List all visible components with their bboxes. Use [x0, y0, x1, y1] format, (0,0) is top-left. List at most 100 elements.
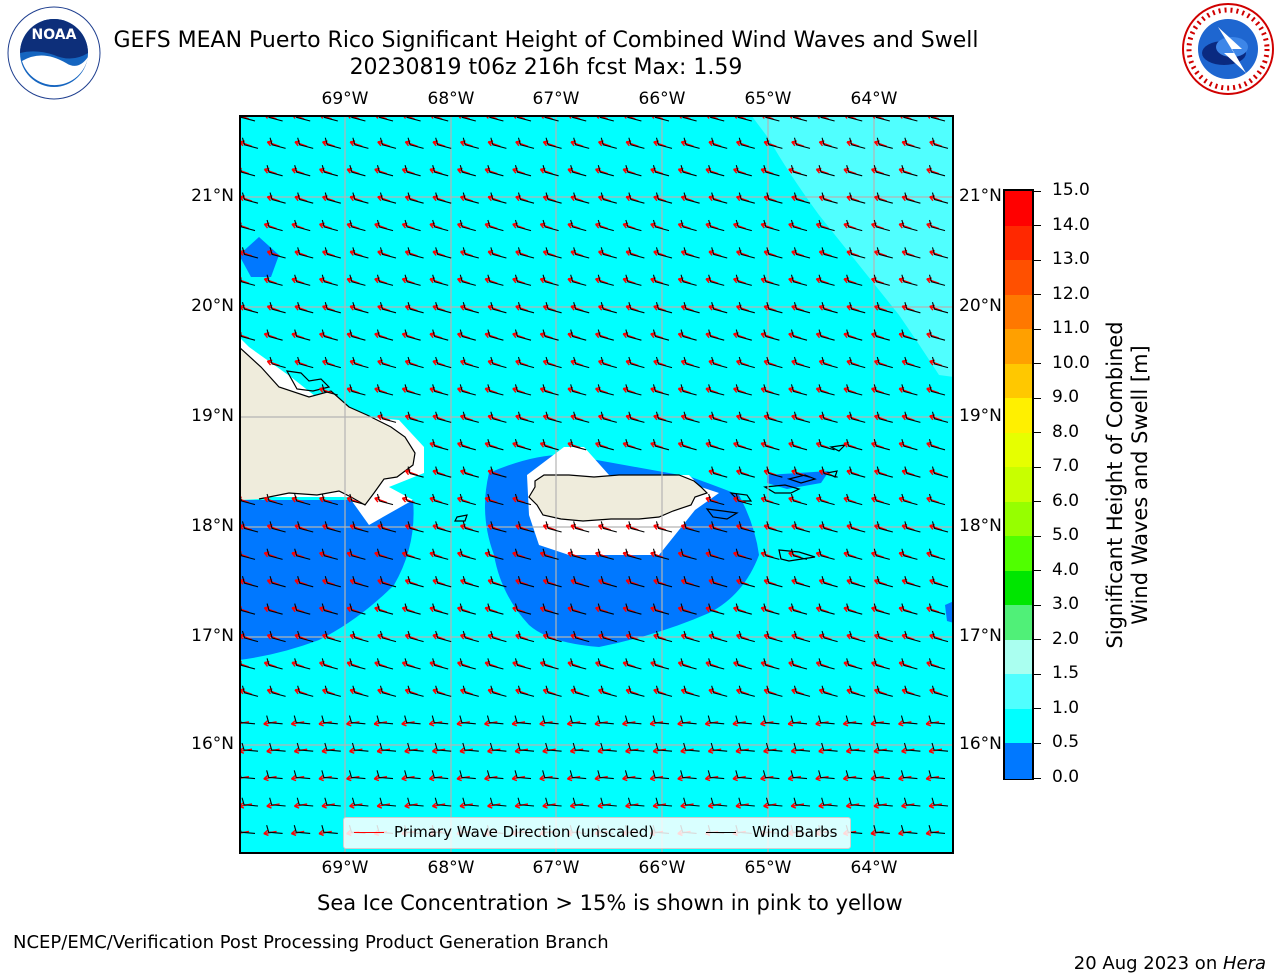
wind-barb — [545, 247, 562, 259]
wind-barb — [876, 685, 893, 697]
wind-barb — [655, 685, 673, 697]
wind-barb — [904, 521, 921, 533]
wind-barb — [573, 685, 590, 697]
colorbar-tick-mark — [1034, 190, 1041, 192]
wind-barb — [376, 329, 394, 341]
coastline — [729, 492, 753, 502]
wind-barb — [904, 137, 921, 149]
wind-barb — [352, 302, 369, 314]
wind-barb — [490, 630, 507, 643]
wind-barb — [266, 770, 283, 780]
wind-barb — [928, 384, 946, 396]
wind-barb — [766, 247, 783, 259]
wind-barb — [435, 302, 452, 314]
wind-barb — [655, 521, 673, 533]
wind-barb — [435, 466, 452, 478]
wind-barb — [297, 630, 314, 643]
wind-barb — [901, 329, 918, 341]
wind-barb — [597, 548, 614, 560]
wind-barb — [376, 384, 394, 396]
wind-barb — [462, 742, 479, 752]
wind-barb — [738, 302, 755, 314]
wind-barb — [570, 329, 587, 341]
wind-barb — [407, 576, 424, 588]
wind-barb — [376, 770, 394, 780]
wind-barb — [597, 658, 614, 670]
wind-barb — [738, 742, 755, 752]
wind-barb — [818, 274, 835, 286]
wind-barb — [737, 115, 752, 122]
wind-barb — [545, 576, 562, 588]
wind-barb — [821, 797, 838, 807]
wind-barb — [735, 439, 752, 451]
wind-barb — [790, 439, 808, 451]
wind-barb — [324, 521, 341, 533]
wind-barb — [655, 356, 673, 369]
wind-barb — [628, 685, 645, 697]
wind-barb — [459, 658, 476, 670]
wind-barb — [269, 797, 286, 807]
wind-barb — [928, 439, 946, 451]
wind-barb — [543, 115, 559, 122]
wind-barb — [542, 274, 559, 286]
wind-barb — [764, 115, 780, 122]
wind-barb — [876, 192, 893, 204]
wind-barb — [928, 548, 946, 560]
wind-barb — [652, 165, 670, 177]
wind-barb — [876, 466, 893, 478]
wind-barb — [628, 137, 645, 149]
wind-barb — [683, 521, 700, 533]
colorbar-tick-mark — [1034, 225, 1041, 227]
wind-barb — [459, 770, 476, 780]
svg-text:NOAA: NOAA — [32, 27, 77, 43]
wind-barb — [876, 576, 893, 588]
wind-barb — [435, 576, 452, 588]
wind-barb — [821, 685, 838, 697]
colorbar-tick-mark — [1034, 363, 1041, 365]
wind-barb — [849, 630, 866, 643]
wind-barb — [873, 439, 890, 451]
wind-barb — [570, 274, 587, 286]
wind-barb — [709, 115, 725, 122]
wind-barb — [846, 384, 863, 396]
wind-barb — [293, 715, 311, 725]
wind-barb — [573, 576, 590, 588]
wind-barb — [407, 685, 424, 697]
wind-barb — [901, 165, 918, 177]
wind-barb — [790, 658, 808, 670]
wind-barb — [680, 219, 697, 232]
wind-barb — [269, 576, 286, 588]
wind-barb — [628, 576, 645, 588]
wind-barb — [570, 603, 587, 615]
wind-barb — [627, 742, 645, 752]
wind-barb — [324, 630, 341, 643]
wind-barb — [490, 521, 507, 533]
wind-barb — [600, 411, 617, 423]
wind-barb — [351, 742, 369, 752]
wind-barb — [711, 576, 728, 588]
wind-barb — [600, 302, 617, 314]
wind-barb — [600, 576, 617, 588]
lat-tick-left: 16°N — [191, 734, 234, 754]
wind-barb — [324, 247, 341, 259]
wind-barb — [903, 742, 921, 752]
lon-tick-top: 67°W — [532, 89, 580, 109]
wind-barb — [904, 630, 921, 643]
wind-barb — [269, 685, 286, 697]
wind-barb — [407, 630, 424, 643]
wind-barb — [652, 548, 670, 560]
wind-barb — [735, 658, 752, 670]
wind-barb — [766, 302, 783, 314]
wind-barb — [793, 137, 811, 149]
wind-barb — [793, 742, 811, 752]
map-border — [239, 115, 954, 854]
wind-barb — [928, 658, 946, 670]
wind-barb — [404, 384, 421, 396]
wind-barb — [738, 247, 755, 259]
wind-barb — [849, 521, 866, 533]
colorbar-tick-label: 3.0 — [1052, 594, 1080, 615]
colorbar-segment — [1005, 639, 1032, 675]
wind-barb — [711, 137, 728, 149]
wind-barb — [931, 302, 949, 314]
wind-barb — [763, 658, 780, 670]
